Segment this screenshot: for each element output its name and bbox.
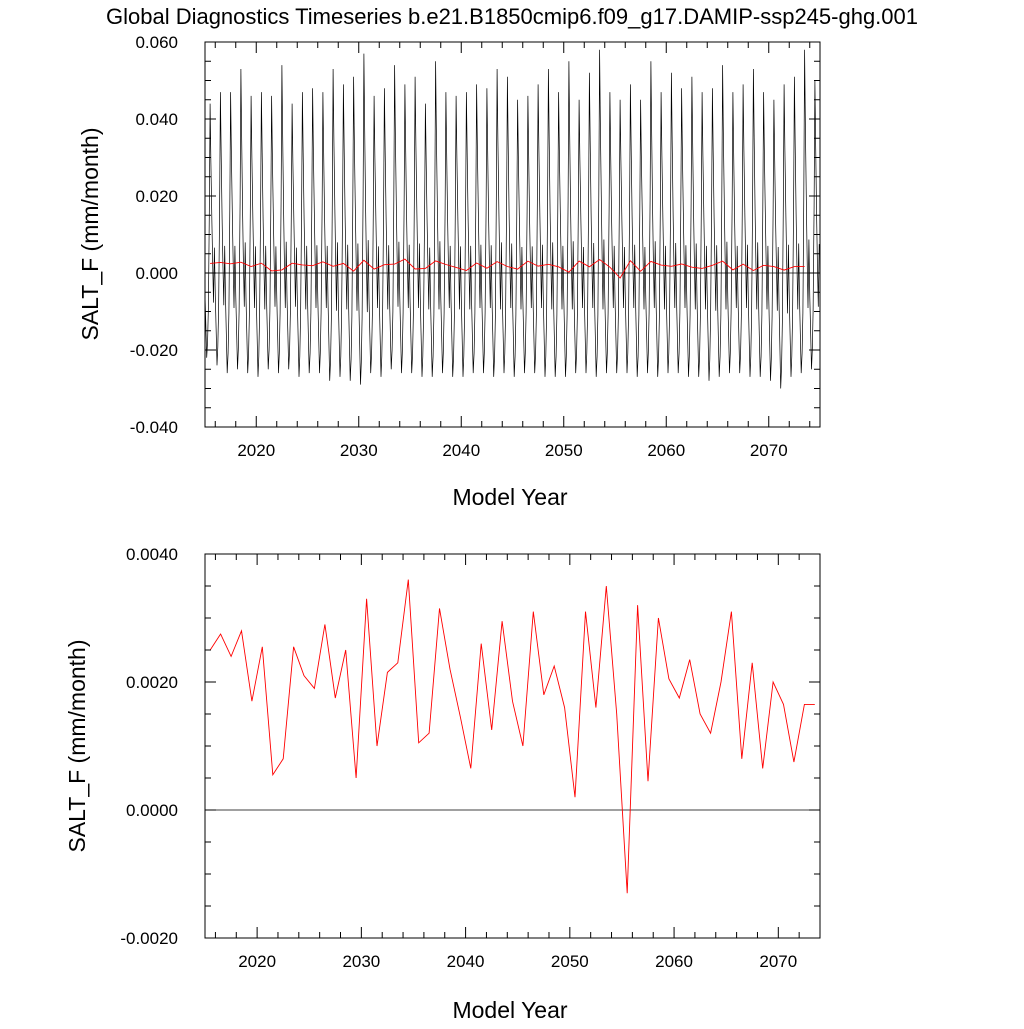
bottom-x-tick-label: 2030 bbox=[342, 952, 380, 971]
top-x-tick-label: 2050 bbox=[545, 441, 583, 460]
top-annual-series-line bbox=[210, 258, 805, 279]
bottom-y-tick-label: 0.0040 bbox=[126, 545, 178, 564]
top-x-tick-labels: 2020 2030 2040 2050 2060 2070 bbox=[237, 441, 787, 460]
bottom-plot-area bbox=[204, 553, 821, 939]
top-y-tick-labels: -0.040 -0.020 0.000 0.020 0.040 0.060 bbox=[130, 33, 178, 437]
bottom-x-tick-label: 2070 bbox=[759, 952, 797, 971]
bottom-x-tick-label: 2060 bbox=[655, 952, 693, 971]
top-x-tick-label: 2060 bbox=[647, 441, 685, 460]
top-x-tick-label: 2030 bbox=[340, 441, 378, 460]
top-y-tick-label: 0.020 bbox=[135, 187, 178, 206]
top-x-tick-label: 2070 bbox=[750, 441, 788, 460]
top-plot-area bbox=[204, 41, 821, 428]
top-y-axis-label: SALT_F (mm/month) bbox=[77, 128, 103, 341]
bottom-x-tick-labels: 2020 2030 2040 2050 2060 2070 bbox=[238, 952, 797, 971]
top-x-tick-label: 2040 bbox=[442, 441, 480, 460]
bottom-y-tick-label: -0.0020 bbox=[120, 929, 178, 948]
bottom-y-tick-labels: -0.0020 0.0000 0.0020 0.0040 bbox=[120, 545, 178, 948]
top-panel: -0.040 -0.020 0.000 0.020 0.040 0.060 2020 203… bbox=[77, 33, 821, 510]
top-plot-frame bbox=[204, 41, 821, 428]
top-y-tick-label: -0.020 bbox=[130, 341, 178, 360]
bottom-y-tick-label: 0.0000 bbox=[126, 801, 178, 820]
top-monthly-series-line bbox=[204, 49, 820, 389]
bottom-plot-frame bbox=[204, 553, 821, 939]
bottom-x-tick-label: 2020 bbox=[238, 952, 276, 971]
top-y-tick-label: 0.060 bbox=[135, 33, 178, 52]
bottom-x-axis-label: Model Year bbox=[452, 997, 567, 1023]
top-y-tick-label: -0.040 bbox=[130, 418, 178, 437]
top-y-tick-label: 0.000 bbox=[135, 264, 178, 283]
bottom-annual-series-line bbox=[209, 579, 815, 894]
top-x-tick-label: 2020 bbox=[237, 441, 275, 460]
bottom-y-axis-label: SALT_F (mm/month) bbox=[64, 640, 90, 853]
bottom-y-tick-label: 0.0020 bbox=[126, 673, 178, 692]
bottom-x-tick-label: 2050 bbox=[551, 952, 589, 971]
bottom-x-tick-label: 2040 bbox=[447, 952, 485, 971]
top-x-axis-label: Model Year bbox=[452, 484, 567, 510]
figure-title: Global Diagnostics Timeseries b.e21.B185… bbox=[106, 4, 918, 29]
top-y-tick-label: 0.040 bbox=[135, 110, 178, 129]
